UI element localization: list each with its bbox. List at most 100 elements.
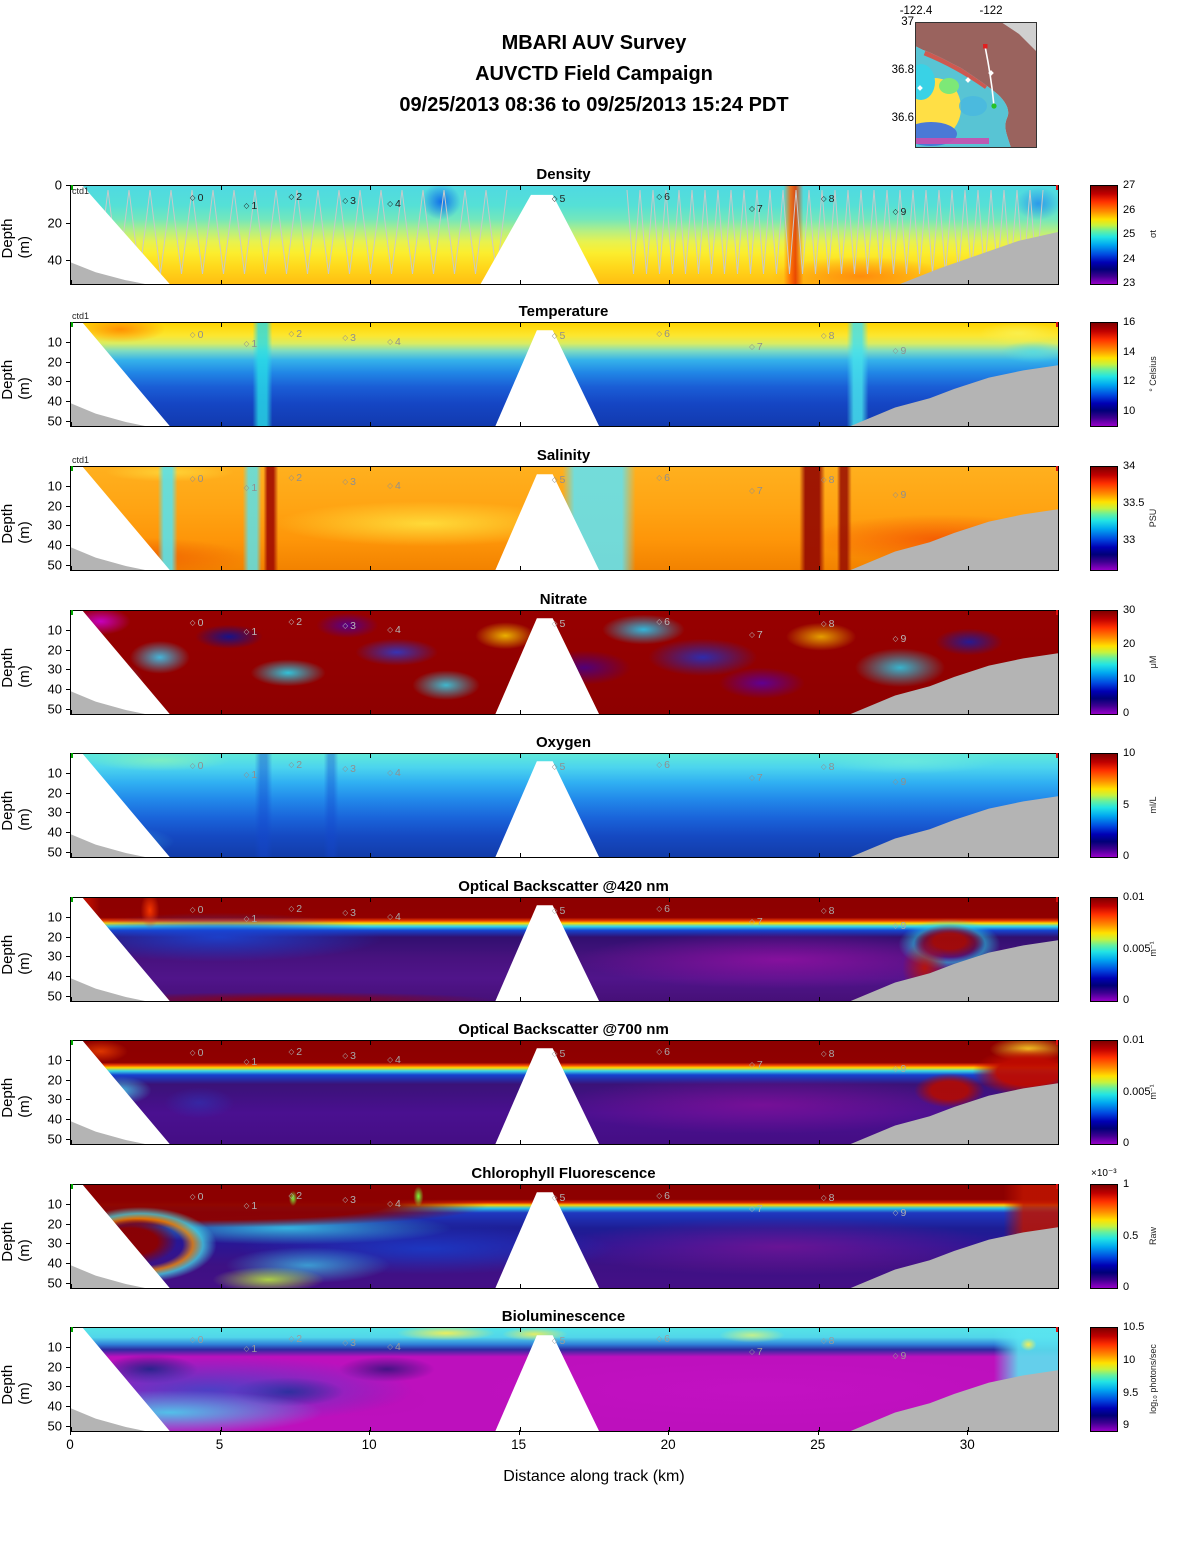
diamond-icon: ◇ (656, 1047, 663, 1057)
x-axis-tick-mark (817, 1430, 819, 1435)
seafloor (900, 232, 1058, 284)
waypoint-marker-8: ◇ 8 (820, 1048, 835, 1061)
colorbar-tick: 33.5 (1123, 497, 1145, 510)
x-tick-mark-top (669, 323, 671, 327)
waypoint-marker-4: ◇ 4 (387, 1197, 401, 1210)
colorbar-chlorophyll: 1 0.5 0 Raw ×10⁻³ (1090, 1168, 1158, 1293)
x-tick-mark-top (818, 186, 820, 190)
x-tick-mark-top (71, 754, 72, 758)
x-tick-mark-top (370, 754, 372, 758)
x-tick-mark-bottom (370, 853, 372, 857)
x-tick-mark-top (370, 1328, 372, 1332)
y-tick-label: 20 (47, 1072, 62, 1088)
colorbar-gradient (1090, 897, 1118, 1002)
y-tick-mark (66, 812, 70, 814)
map-inset: -122.4 -122 37 36.8 36.6 (892, 5, 1037, 148)
y-tick-label: 10 (47, 334, 62, 350)
track-end-tick (1056, 753, 1058, 758)
y-tick-label: 50 (47, 701, 62, 717)
x-tick-mark-bottom (818, 853, 820, 857)
x-axis-tick-mark (668, 1430, 670, 1435)
diamond-icon: ◇ (342, 621, 349, 631)
y-tick-label: 30 (47, 1091, 62, 1107)
colorbar-tick: 30 (1123, 604, 1136, 616)
track-end-tick (1056, 897, 1058, 902)
no-data-wedge (71, 323, 170, 426)
y-tick-label: 20 (47, 1216, 62, 1232)
track-start-tick (71, 610, 73, 615)
map-waypoint-diamond (988, 70, 994, 76)
x-tick-mark-top (71, 611, 72, 615)
diamond-icon: ◇ (892, 633, 899, 643)
x-tick-mark-bottom (220, 1427, 222, 1431)
x-tick-mark-bottom (818, 997, 820, 1001)
x-tick-mark-bottom (968, 997, 970, 1001)
y-tick-mark (66, 401, 70, 403)
diamond-icon: ◇ (288, 617, 295, 627)
waypoint-marker-2: ◇ 2 (288, 903, 303, 916)
diamond-icon: ◇ (387, 1054, 393, 1064)
colorbar-obs700: 0.01 0.005 0 m⁻¹ (1090, 1034, 1158, 1149)
colorbar-tick: 25 (1123, 228, 1136, 240)
y-tick-label: 40 (47, 968, 62, 984)
diamond-icon: ◇ (892, 207, 899, 217)
diamond-icon: ◇ (749, 485, 755, 495)
waypoint-marker-1: ◇ 1 (243, 337, 258, 350)
y-tick-label: 10 (47, 909, 62, 925)
diamond-icon: ◇ (551, 1336, 558, 1346)
colorbar-oxygen: 10 5 0 ml/L (1090, 747, 1158, 862)
y-tick-label: 20 (47, 354, 62, 370)
bathymetry-map (915, 22, 1037, 148)
x-tick-mark-top (220, 323, 222, 327)
x-tick-mark-bottom (71, 1427, 72, 1431)
x-tick-mark-top (968, 323, 970, 327)
waypoint-marker-0: ◇ 0 (189, 617, 204, 630)
x-tick-mark-bottom (669, 853, 671, 857)
y-tick-mark (66, 709, 70, 711)
x-tick-mark-top (370, 467, 372, 471)
waypoint-marker-6: ◇ 6 (656, 759, 670, 772)
x-tick-mark-top (519, 1041, 521, 1045)
y-tick-mark (66, 1119, 70, 1121)
waypoint-marker-1: ◇ 1 (243, 768, 258, 781)
y-tick-mark (66, 792, 70, 794)
diamond-icon: ◇ (243, 1056, 250, 1066)
x-tick-mark-bottom (519, 566, 521, 570)
diamond-icon: ◇ (387, 767, 393, 777)
diamond-icon: ◇ (892, 920, 899, 930)
y-tick-label: 10 (47, 1196, 62, 1212)
diamond-icon: ◇ (342, 908, 349, 918)
x-tick-mark-top (968, 611, 970, 615)
diamond-icon: ◇ (288, 473, 295, 483)
waypoint-marker-4: ◇ 4 (387, 910, 401, 923)
colorbar-tick: 0.005 (1123, 942, 1151, 955)
waypoint-marker-0: ◇ 0 (189, 191, 204, 204)
colorbar-tick: 10 (1123, 747, 1136, 759)
no-data-wedge (71, 467, 170, 570)
waypoint-marker-0: ◇ 0 (189, 1334, 204, 1347)
diamond-icon: ◇ (342, 1051, 349, 1061)
x-tick-mark-top (669, 186, 671, 190)
y-tick-mark (66, 1203, 70, 1205)
x-tick-mark-bottom (370, 1284, 372, 1288)
diamond-icon: ◇ (387, 624, 393, 634)
waypoint-marker-8: ◇ 8 (820, 192, 835, 205)
diamond-icon: ◇ (551, 475, 558, 485)
x-tick-mark-bottom (220, 1140, 222, 1144)
panel-title-temperature: Temperature (518, 303, 609, 320)
diamond-icon: ◇ (288, 191, 295, 201)
diamond-icon: ◇ (749, 203, 755, 213)
panel-title-nitrate: Nitrate (539, 591, 588, 608)
colorbar-gradient (1090, 322, 1118, 427)
temperature-section-plot: ◇ 0 ◇ 1 ◇ 2 ◇ 3 ◇ 4 ◇ 5 ◇ 6 ◇ 7 ◇ 8 ◇ 9 (70, 322, 1059, 427)
diamond-icon: ◇ (749, 629, 755, 639)
y-tick-mark (66, 629, 70, 631)
waypoint-marker-4: ◇ 4 (387, 479, 401, 492)
y-tick-mark (66, 832, 70, 834)
diamond-icon: ◇ (288, 760, 295, 770)
diamond-icon: ◇ (387, 1341, 393, 1351)
colorbar-salinity: 34 33.5 33 PSU (1090, 460, 1158, 571)
x-tick-mark-top (71, 1041, 72, 1045)
x-tick-mark-top (669, 467, 671, 471)
no-data-wedge (71, 1185, 170, 1288)
